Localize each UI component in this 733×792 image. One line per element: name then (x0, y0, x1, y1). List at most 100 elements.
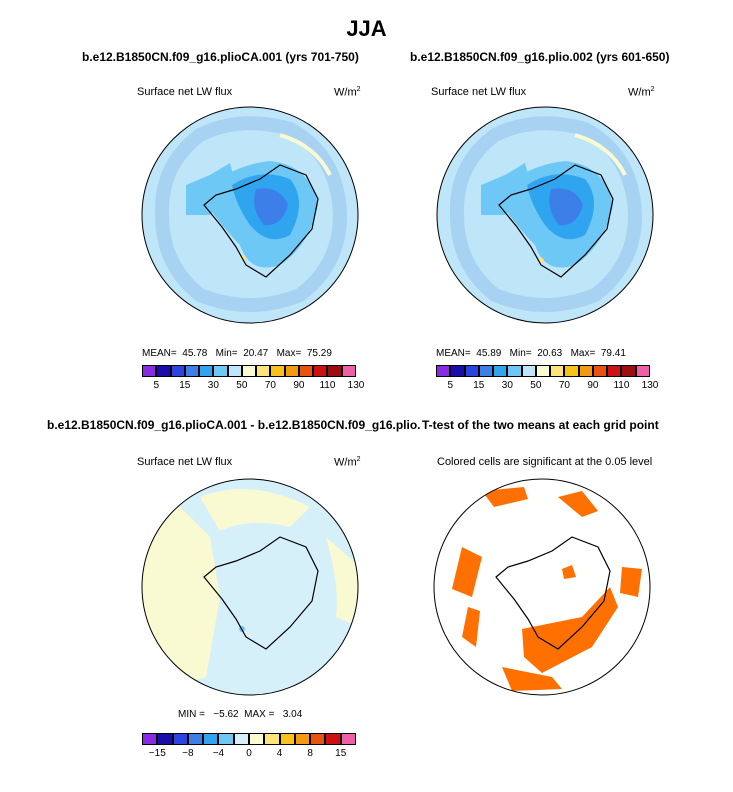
colorbar2-swatch (564, 365, 579, 377)
colorbar2-tick-label: 30 (501, 380, 513, 391)
colorbar3-swatch (264, 733, 280, 745)
panel4-subtitle: Colored cells are significant at the 0.0… (437, 456, 653, 468)
colorbar3-tick-label: −8 (182, 748, 194, 759)
panel3-units: W/m2 (334, 456, 361, 469)
colorbar3-swatch (218, 733, 234, 745)
colorbar3-swatch (340, 733, 356, 745)
colorbar3-swatch (157, 733, 173, 745)
colorbar1-swatch (156, 365, 171, 377)
colorbar3-tick-label: 15 (335, 748, 347, 759)
colorbar1-swatch (284, 365, 299, 377)
colorbar1-swatch (256, 365, 271, 377)
colorbar2-swatch (521, 365, 536, 377)
map3-north-positive (200, 489, 310, 531)
map3-antarctica-coast (203, 536, 319, 650)
colorbar2-swatch (550, 365, 565, 377)
map4-sig-region-west (452, 547, 482, 597)
colorbar2-swatch (578, 365, 593, 377)
colorbar3-swatch (294, 733, 311, 745)
colorbar2-swatch (478, 365, 494, 377)
colorbar2-tick-label: 130 (641, 380, 659, 391)
map4-sig-region-sw (462, 607, 480, 647)
panel3-stats: MIN = −5.62 MAX = 3.04 (178, 709, 303, 720)
map1-boundary (141, 106, 359, 324)
map4-sig-region-far-south (502, 667, 562, 691)
colorbar2-tick-label: 5 (447, 380, 454, 391)
panel1-stats: MEAN= 45.78 Min= 20.47 Max= 75.29 (142, 348, 332, 359)
colorbar1-tick-label: 50 (236, 380, 248, 391)
map1-antarctica-coast (203, 164, 319, 278)
panel4-title: T-test of the two means at each grid poi… (420, 418, 659, 432)
colorbar2-swatch (635, 365, 650, 377)
colorbar1-tick-label: 15 (179, 380, 191, 391)
colorbar1-swatch (170, 365, 185, 377)
map2-boundary (436, 106, 654, 324)
colorbar1-swatch (298, 365, 314, 377)
panel3-title: b.e12.B1850CN.f09_g16.plioCA.001 - b.e12… (47, 418, 441, 432)
colorbar2-swatch (607, 365, 622, 377)
panel2-title: b.e12.B1850CN.f09_g16.plio.002 (yrs 601-… (410, 50, 670, 64)
colorbar3-swatch (187, 733, 204, 745)
map1-continent-min (254, 188, 288, 226)
colorbar2-tick-label: 90 (587, 380, 599, 391)
colorbar1-tick-label: 130 (347, 380, 365, 391)
colorbar1-swatch (184, 365, 200, 377)
colorbar1-swatch (227, 365, 242, 377)
map2-warm-streak (574, 133, 627, 176)
colorbar1-swatch (270, 365, 285, 377)
colorbar3-swatch (203, 733, 219, 745)
panel3-map (141, 478, 359, 696)
colorbar2-tick-label: 50 (530, 380, 542, 391)
colorbar1-swatch (142, 365, 157, 377)
colorbar2-swatch (535, 365, 551, 377)
colorbar1-swatch (327, 365, 342, 377)
panel2-subtitle: Surface net LW flux (431, 86, 527, 98)
colorbar3-swatch (142, 733, 158, 745)
panel1-title: b.e12.B1850CN.f09_g16.plioCA.001 (yrs 70… (82, 50, 359, 64)
colorbar3-swatch (310, 733, 326, 745)
colorbar3-swatch (249, 733, 265, 745)
colorbar3-swatch (233, 733, 249, 745)
colorbar2-swatch (450, 365, 465, 377)
map2-ring-band (449, 116, 643, 312)
map2-warm-spot (538, 257, 544, 263)
colorbar3-tick-label: 0 (246, 748, 252, 759)
panel2-stats: MEAN= 45.89 Min= 20.63 Max= 79.41 (436, 348, 626, 359)
colorbar1-tick-label: 70 (264, 380, 276, 391)
colorbar3-swatch (279, 733, 295, 745)
colorbar1-tick-label: 90 (293, 380, 305, 391)
colorbar1-swatch (213, 365, 228, 377)
map4-antarctica-coast (495, 536, 611, 650)
colorbar1-swatch (241, 365, 257, 377)
panel1-units: W/m2 (334, 86, 361, 99)
colorbar3-tick-label: −15 (148, 748, 166, 759)
panel1-subtitle: Surface net LW flux (137, 86, 233, 98)
colorbar1-swatch (199, 365, 214, 377)
colorbar1-tick-label: 5 (153, 380, 160, 391)
map4-sig-region-north (482, 487, 528, 507)
figure-title: JJA (346, 16, 387, 41)
colorbar3-tick-label: 8 (307, 748, 313, 759)
colorbar3-tick-label: −4 (212, 748, 225, 759)
colorbar2-swatch (493, 365, 508, 377)
colorbar2-swatch (436, 365, 451, 377)
colorbar3-swatch (325, 733, 341, 745)
map1-warm-streak (279, 133, 332, 176)
colorbar1-swatch (341, 365, 356, 377)
colorbar2-swatch (592, 365, 608, 377)
panel3-subtitle: Surface net LW flux (137, 456, 233, 468)
map2-antarctica-coast (498, 164, 614, 278)
panel1-map (141, 106, 359, 324)
map4-sig-region-ne (558, 491, 598, 517)
colorbar2-tick-label: 70 (558, 380, 570, 391)
map4-sig-region-east (620, 567, 642, 597)
map3-east-positive (326, 537, 358, 627)
panel2-units: W/m2 (628, 86, 655, 99)
map4-sig-region-south (522, 587, 618, 673)
colorbar3-swatch (172, 733, 188, 745)
colorbar2-swatch (621, 365, 636, 377)
colorbar2-swatch (507, 365, 522, 377)
colorbar1-tick-label: 30 (207, 380, 219, 391)
colorbar2-tick-label: 15 (473, 380, 485, 391)
colorbar1-swatch (313, 365, 328, 377)
